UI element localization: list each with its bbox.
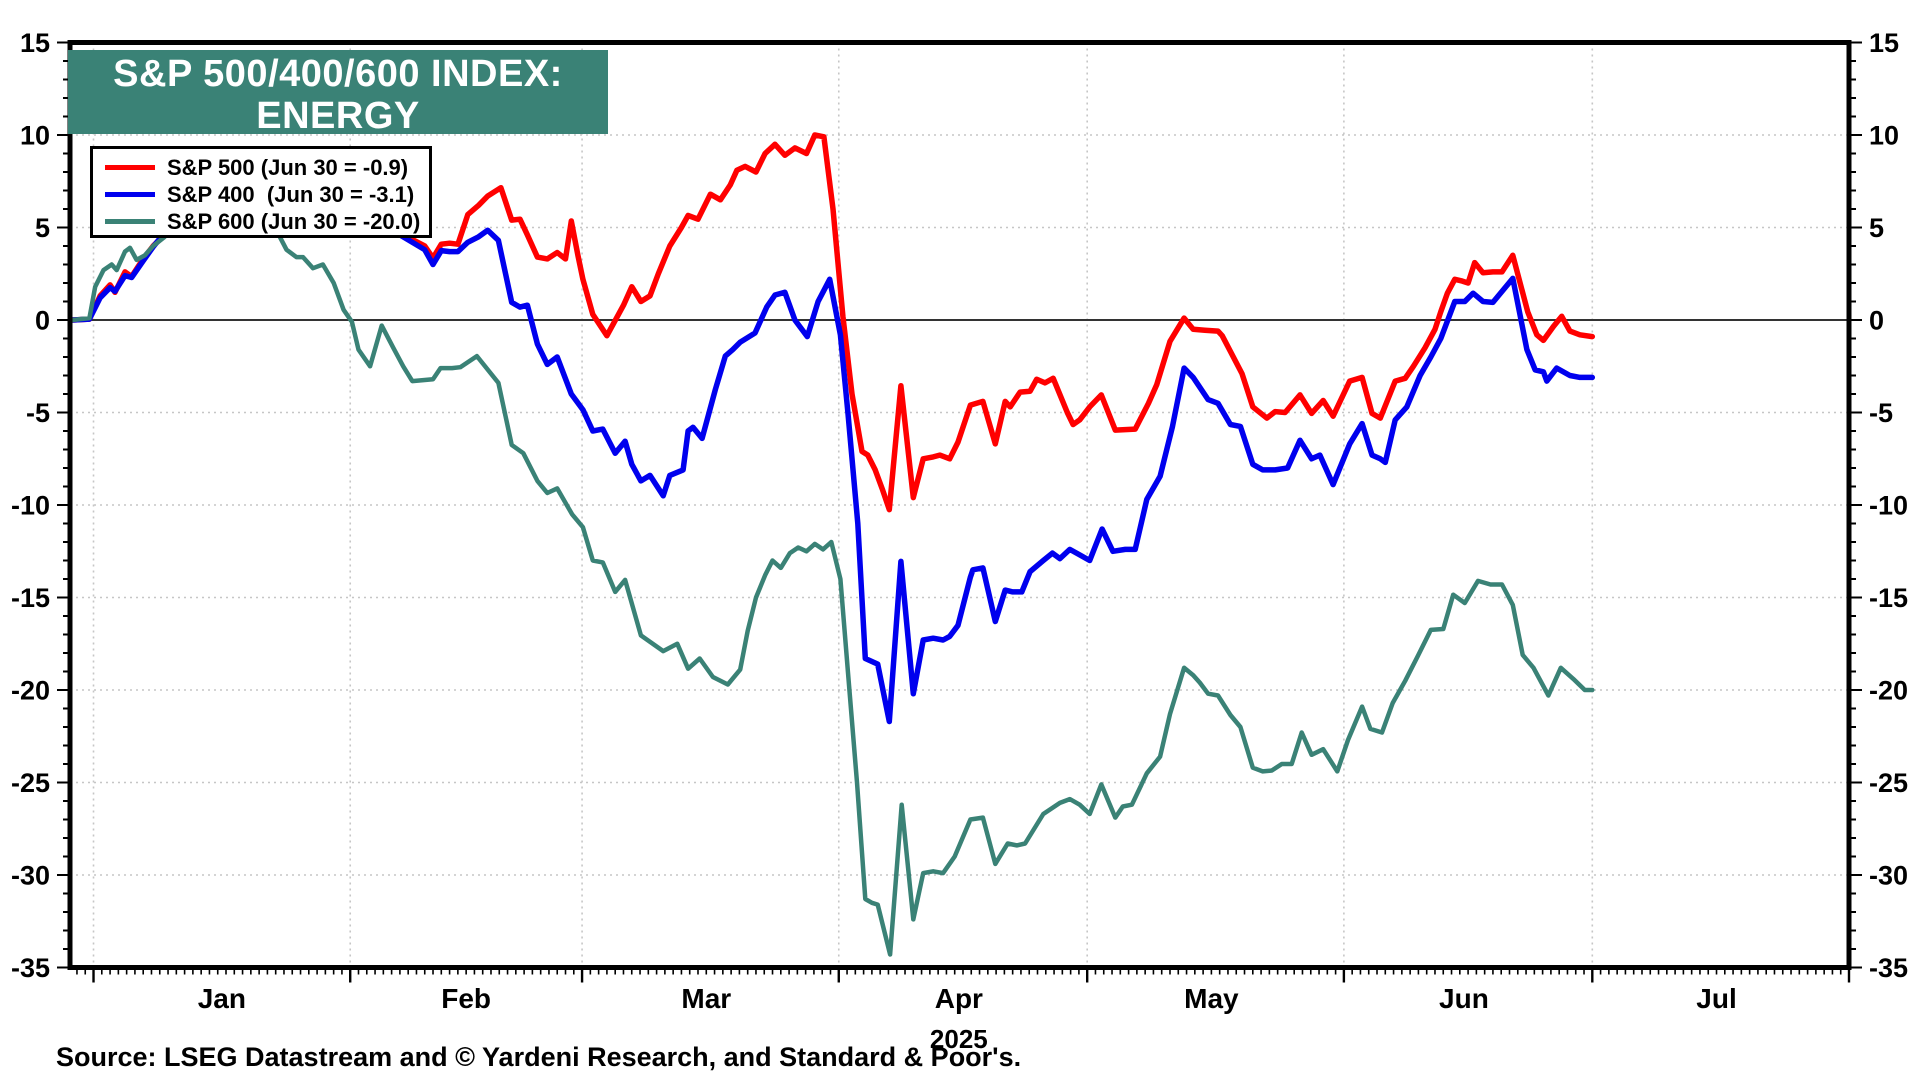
x-axis-year-label: 2025 — [930, 1024, 988, 1054]
y-axis-label-right: -20 — [1869, 676, 1908, 706]
legend: S&P 500 (Jun 30 = -0.9) S&P 400 (Jun 30 … — [90, 146, 432, 238]
y-axis-label-left: -5 — [26, 398, 50, 428]
chart-title: S&P 500/400/600 INDEX: ENERGY — [113, 53, 563, 137]
sp600-line-swatch — [105, 219, 155, 224]
series-line-sp400 — [70, 202, 1596, 725]
y-axis-label-left: -25 — [11, 768, 50, 798]
source-note: Source: LSEG Datastream and © Yardeni Re… — [56, 1042, 1022, 1072]
sp500-line-swatch — [105, 165, 155, 170]
y-axis-label-right: 0 — [1869, 306, 1884, 336]
x-axis-month-label: Jan — [198, 983, 246, 1014]
y-axis-label-left: 5 — [35, 213, 50, 243]
x-axis-month-label: Mar — [681, 983, 731, 1014]
y-axis-label-right: 15 — [1869, 28, 1899, 58]
y-axis-label-right: 5 — [1869, 213, 1884, 243]
y-axis-label-right: -10 — [1869, 491, 1908, 521]
x-axis-month-label: Apr — [935, 983, 983, 1014]
y-axis-label-right: -15 — [1869, 583, 1908, 613]
x-axis-month-label: Feb — [441, 983, 491, 1014]
y-axis-label-left: -35 — [11, 953, 50, 983]
y-axis-label-right: 10 — [1869, 121, 1899, 151]
y-axis-label-left: -30 — [11, 861, 50, 891]
legend-label-sp600: S&P 600 (Jun 30 = -20.0) — [167, 208, 421, 234]
series-line-sp600 — [70, 193, 1595, 957]
chart-title-box: S&P 500/400/600 INDEX: ENERGY (ytd perce… — [68, 50, 608, 175]
sp400-line-swatch — [105, 192, 155, 197]
legend-item-sp500: S&P 500 (Jun 30 = -0.9) — [105, 154, 429, 181]
y-axis-label-left: -15 — [11, 583, 50, 613]
legend-item-sp400: S&P 400 (Jun 30 = -3.1) — [105, 181, 429, 208]
x-axis-month-label: Jul — [1696, 983, 1736, 1014]
y-axis-label-left: -20 — [11, 676, 50, 706]
y-axis-label-left: 0 — [35, 306, 50, 336]
y-axis-label-right: -30 — [1869, 861, 1908, 891]
y-axis-label-right: -35 — [1869, 953, 1908, 983]
y-axis-label-left: 15 — [20, 28, 50, 58]
legend-label-sp500: S&P 500 (Jun 30 = -0.9) — [167, 154, 409, 180]
y-axis-label-right: -25 — [1869, 768, 1908, 798]
legend-item-sp600: S&P 600 (Jun 30 = -20.0) — [105, 208, 429, 235]
y-axis-label-right: -5 — [1869, 398, 1893, 428]
legend-label-sp400: S&P 400 (Jun 30 = -3.1) — [167, 181, 415, 207]
x-axis-month-label: Jun — [1439, 983, 1489, 1014]
x-axis-month-label: May — [1184, 983, 1239, 1014]
y-axis-label-left: 10 — [20, 121, 50, 151]
y-axis-label-left: -10 — [11, 491, 50, 521]
